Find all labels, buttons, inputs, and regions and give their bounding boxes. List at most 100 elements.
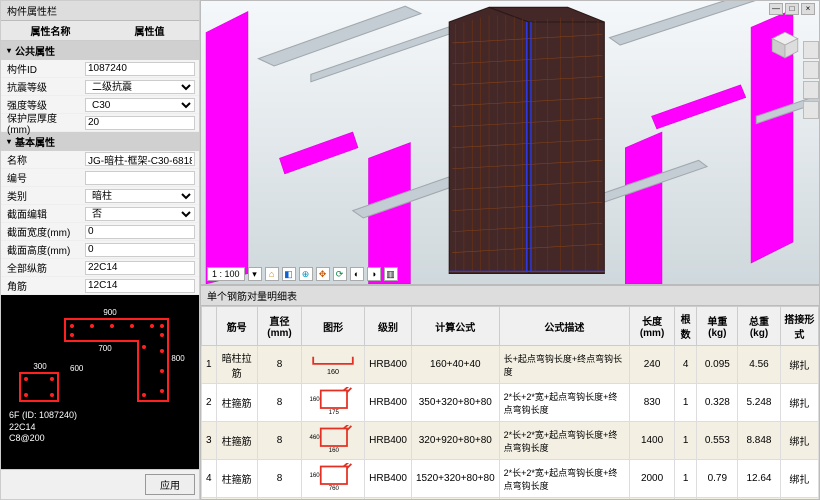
prop-label: 构件ID [1,61,81,76]
close-button[interactable]: × [801,3,815,15]
prop-label: 截面宽度(mm) [1,224,81,239]
table-header[interactable]: 总重(kg) [738,307,780,346]
table-cell: 绑扎 [780,460,818,498]
table-cell: 0.869 [697,498,738,500]
nav-dropdown-icon[interactable]: ▾ [248,267,262,281]
table-header[interactable]: 筋号 [216,307,257,346]
apply-button[interactable]: 应用 [145,474,195,495]
prop-input[interactable]: 暗柱 [85,189,195,203]
table-cell: 160 [302,346,365,384]
prop-row: 编号 [1,169,199,187]
tb-b-icon[interactable]: ◑ [367,267,381,281]
prop-input[interactable] [85,171,195,185]
table-header[interactable] [202,307,217,346]
col-value: 属性值 [100,21,199,40]
svg-text:600: 600 [70,364,84,373]
table-cell: 4 [674,346,696,384]
prop-label: 名称 [1,152,81,167]
prop-section[interactable]: 公共属性 [1,41,199,60]
tb-a-icon[interactable]: ◐ [350,267,364,281]
table-cell: 8 [257,384,301,422]
viewcube-icon[interactable] [769,29,801,61]
prop-input[interactable] [85,152,195,166]
tool-3[interactable] [803,81,819,99]
table-cell: 暗柱拉筋 [216,346,257,384]
right-area: — □ × 1 : 100 ▾ ⌂ ◧ ⊕ ✥ ⟳ ◐ ◑ ▥ 单个钢筋对量明细… [200,0,820,500]
table-header[interactable]: 根数 [674,307,696,346]
table-cell: 5.248 [738,384,780,422]
tb-home-icon[interactable]: ⌂ [265,267,279,281]
table-row[interactable]: 2柱箍筋8160175HRB400350+320+80+802*长+2*宽+起点… [202,384,819,422]
prop-label: 角筋 [1,278,81,293]
3d-viewport[interactable]: — □ × 1 : 100 ▾ ⌂ ◧ ⊕ ✥ ⟳ ◐ ◑ ▥ [200,0,820,285]
table-cell: 1 [202,346,217,384]
tool-2[interactable] [803,61,819,79]
prop-section[interactable]: 基本属性 [1,132,199,151]
table-cell: 绑扎 [780,346,818,384]
table-row[interactable]: 3柱箍筋8460160HRB400320+920+80+802*长+2*宽+起点… [202,422,819,460]
prop-label: 保护层厚度(mm) [1,110,81,136]
svg-text:300: 300 [33,362,47,371]
prop-input[interactable] [85,116,195,130]
prop-input[interactable]: 否 [85,207,195,221]
table-header[interactable]: 长度(mm) [630,307,675,346]
prop-input[interactable]: C30 [85,98,195,112]
prop-row: 截面高度(mm) [1,241,199,259]
prop-input[interactable] [85,243,195,257]
prop-label: 截面编辑 [1,206,81,221]
prop-input[interactable]: 二级抗震 [85,80,195,94]
table-header[interactable]: 级别 [365,307,412,346]
tool-1[interactable] [803,41,819,59]
prop-row: 名称 [1,151,199,169]
table-cell: 350+320+80+80 [411,384,499,422]
prop-row: 截面宽度(mm) [1,223,199,241]
prop-row: 截面编辑否 [1,205,199,223]
tool-4[interactable] [803,101,819,119]
table-title: 单个钢筋对量明细表 [201,286,819,306]
table-header[interactable]: 公式描述 [499,307,630,346]
scale-display[interactable]: 1 : 100 [207,267,245,281]
prop-input[interactable] [85,279,195,293]
table-header[interactable]: 直径(mm) [257,307,301,346]
table-header[interactable]: 单重(kg) [697,307,738,346]
table-cell: 绑扎 [780,422,818,460]
table-header[interactable]: 计算公式 [411,307,499,346]
tb-c-icon[interactable]: ▥ [384,267,398,281]
svg-text:900: 900 [103,308,117,317]
table-cell: 长+起点弯钩长度+终点弯钩长度 [499,346,630,384]
svg-text:460: 460 [310,434,321,441]
table-header[interactable]: 搭接形式 [780,307,818,346]
svg-text:160: 160 [329,447,340,453]
table-cell: 1 [674,384,696,422]
prop-input[interactable] [85,261,195,275]
tb-pan-icon[interactable]: ✥ [316,267,330,281]
table-cell: 160760 [302,460,365,498]
table-row[interactable]: 4柱箍筋8160760HRB4001520+320+80+802*长+2*宽+起… [202,460,819,498]
table-header[interactable]: 图形 [302,307,365,346]
prop-input[interactable] [85,225,195,239]
prop-input[interactable] [85,62,195,76]
maximize-button[interactable]: □ [785,3,799,15]
prop-row: 构件ID [1,60,199,78]
table-cell: HRB400 [365,384,412,422]
property-body: 公共属性构件ID抗震等级二级抗震强度等级C30保护层厚度(mm)基本属性名称编号… [1,41,199,295]
svg-text:160: 160 [310,396,321,403]
table-cell: 460 160 [302,422,365,460]
table-row[interactable]: 1暗柱拉筋8160HRB400160+40+40长+起点弯钩长度+终点弯钩长度2… [202,346,819,384]
table-cell: 320+1720+80+80 [411,498,499,500]
section-preview: 900 800 700 300 600 6F (ID: 1087240) 22C… [1,295,199,469]
tb-cube-icon[interactable]: ◧ [282,267,296,281]
table-grid[interactable]: 筋号直径(mm)图形级别计算公式公式描述长度(mm)根数单重(kg)总重(kg)… [201,306,819,499]
minimize-button[interactable]: — [769,3,783,15]
tb-orbit-icon[interactable]: ⟳ [333,267,347,281]
prop-row: 类别暗柱 [1,187,199,205]
table-cell: 1 [674,460,696,498]
prop-row: 全部纵筋 [1,259,199,277]
table-row[interactable]: 5柱箍筋8HRB400320+1720+80+802*长+2*宽+起点弯钩长度+… [202,498,819,500]
prop-row: 角筋 [1,277,199,295]
table-cell: HRB400 [365,346,412,384]
rebar-table-panel: 单个钢筋对量明细表 筋号直径(mm)图形级别计算公式公式描述长度(mm)根数单重… [200,285,820,500]
table-cell: 160+40+40 [411,346,499,384]
table-cell: 柱箍筋 [216,498,257,500]
tb-zoom-icon[interactable]: ⊕ [299,267,313,281]
